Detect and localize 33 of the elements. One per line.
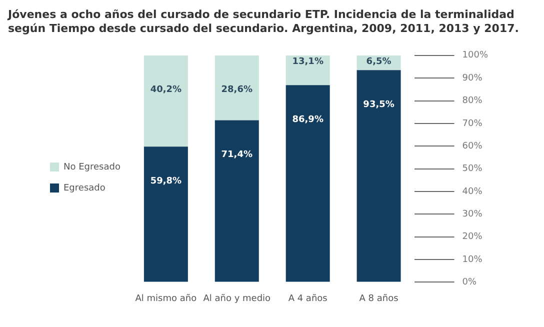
bar (286, 55, 330, 86)
y-tick-label: 80% (462, 96, 483, 106)
y-tick-label: 60% (462, 141, 483, 152)
legend-label: No Egresado (64, 162, 121, 172)
data-label: 59,8% (150, 176, 182, 186)
y-tick-label: 40% (462, 186, 483, 197)
y-tick-label: 90% (462, 73, 483, 84)
bar (214, 55, 259, 120)
data-label: 28,6% (221, 85, 253, 96)
data-label: 6,5% (366, 57, 392, 68)
chart-title: Jóvenes a ocho años del cursado de secundario ETP. Incidencia de la terminalidad según Tiempo desde cursado del secundario. Argentina, 2009, 2011, 2013 y 2017. (8, 8, 520, 36)
y-tick-label: 20% (462, 232, 483, 242)
bar (286, 85, 330, 282)
y-tick-label: 50% (462, 164, 483, 174)
y-tick-label: 100% (462, 50, 488, 61)
x-tick-label: A 4 años (288, 294, 328, 304)
data-label: 13,1% (292, 57, 324, 68)
y-tick-label: 0% (462, 278, 477, 288)
bar (144, 55, 188, 147)
bar (356, 70, 401, 282)
legend-label: Egresado (64, 183, 106, 194)
y-tick-label: 30% (462, 210, 483, 220)
y-tick-label: 10% (462, 254, 483, 265)
x-tick-label: A 8 años (359, 294, 399, 304)
y-tick-label: 70% (462, 118, 483, 129)
bar (214, 120, 259, 282)
data-label: 40,2% (150, 85, 182, 96)
data-label: 71,4% (221, 150, 253, 160)
data-label: 86,9% (292, 114, 324, 125)
bar (144, 146, 188, 282)
data-label: 93,5% (363, 100, 394, 110)
x-tick-label: Al mismo año (135, 294, 198, 304)
x-tick-label: Al año y medio (203, 294, 272, 304)
